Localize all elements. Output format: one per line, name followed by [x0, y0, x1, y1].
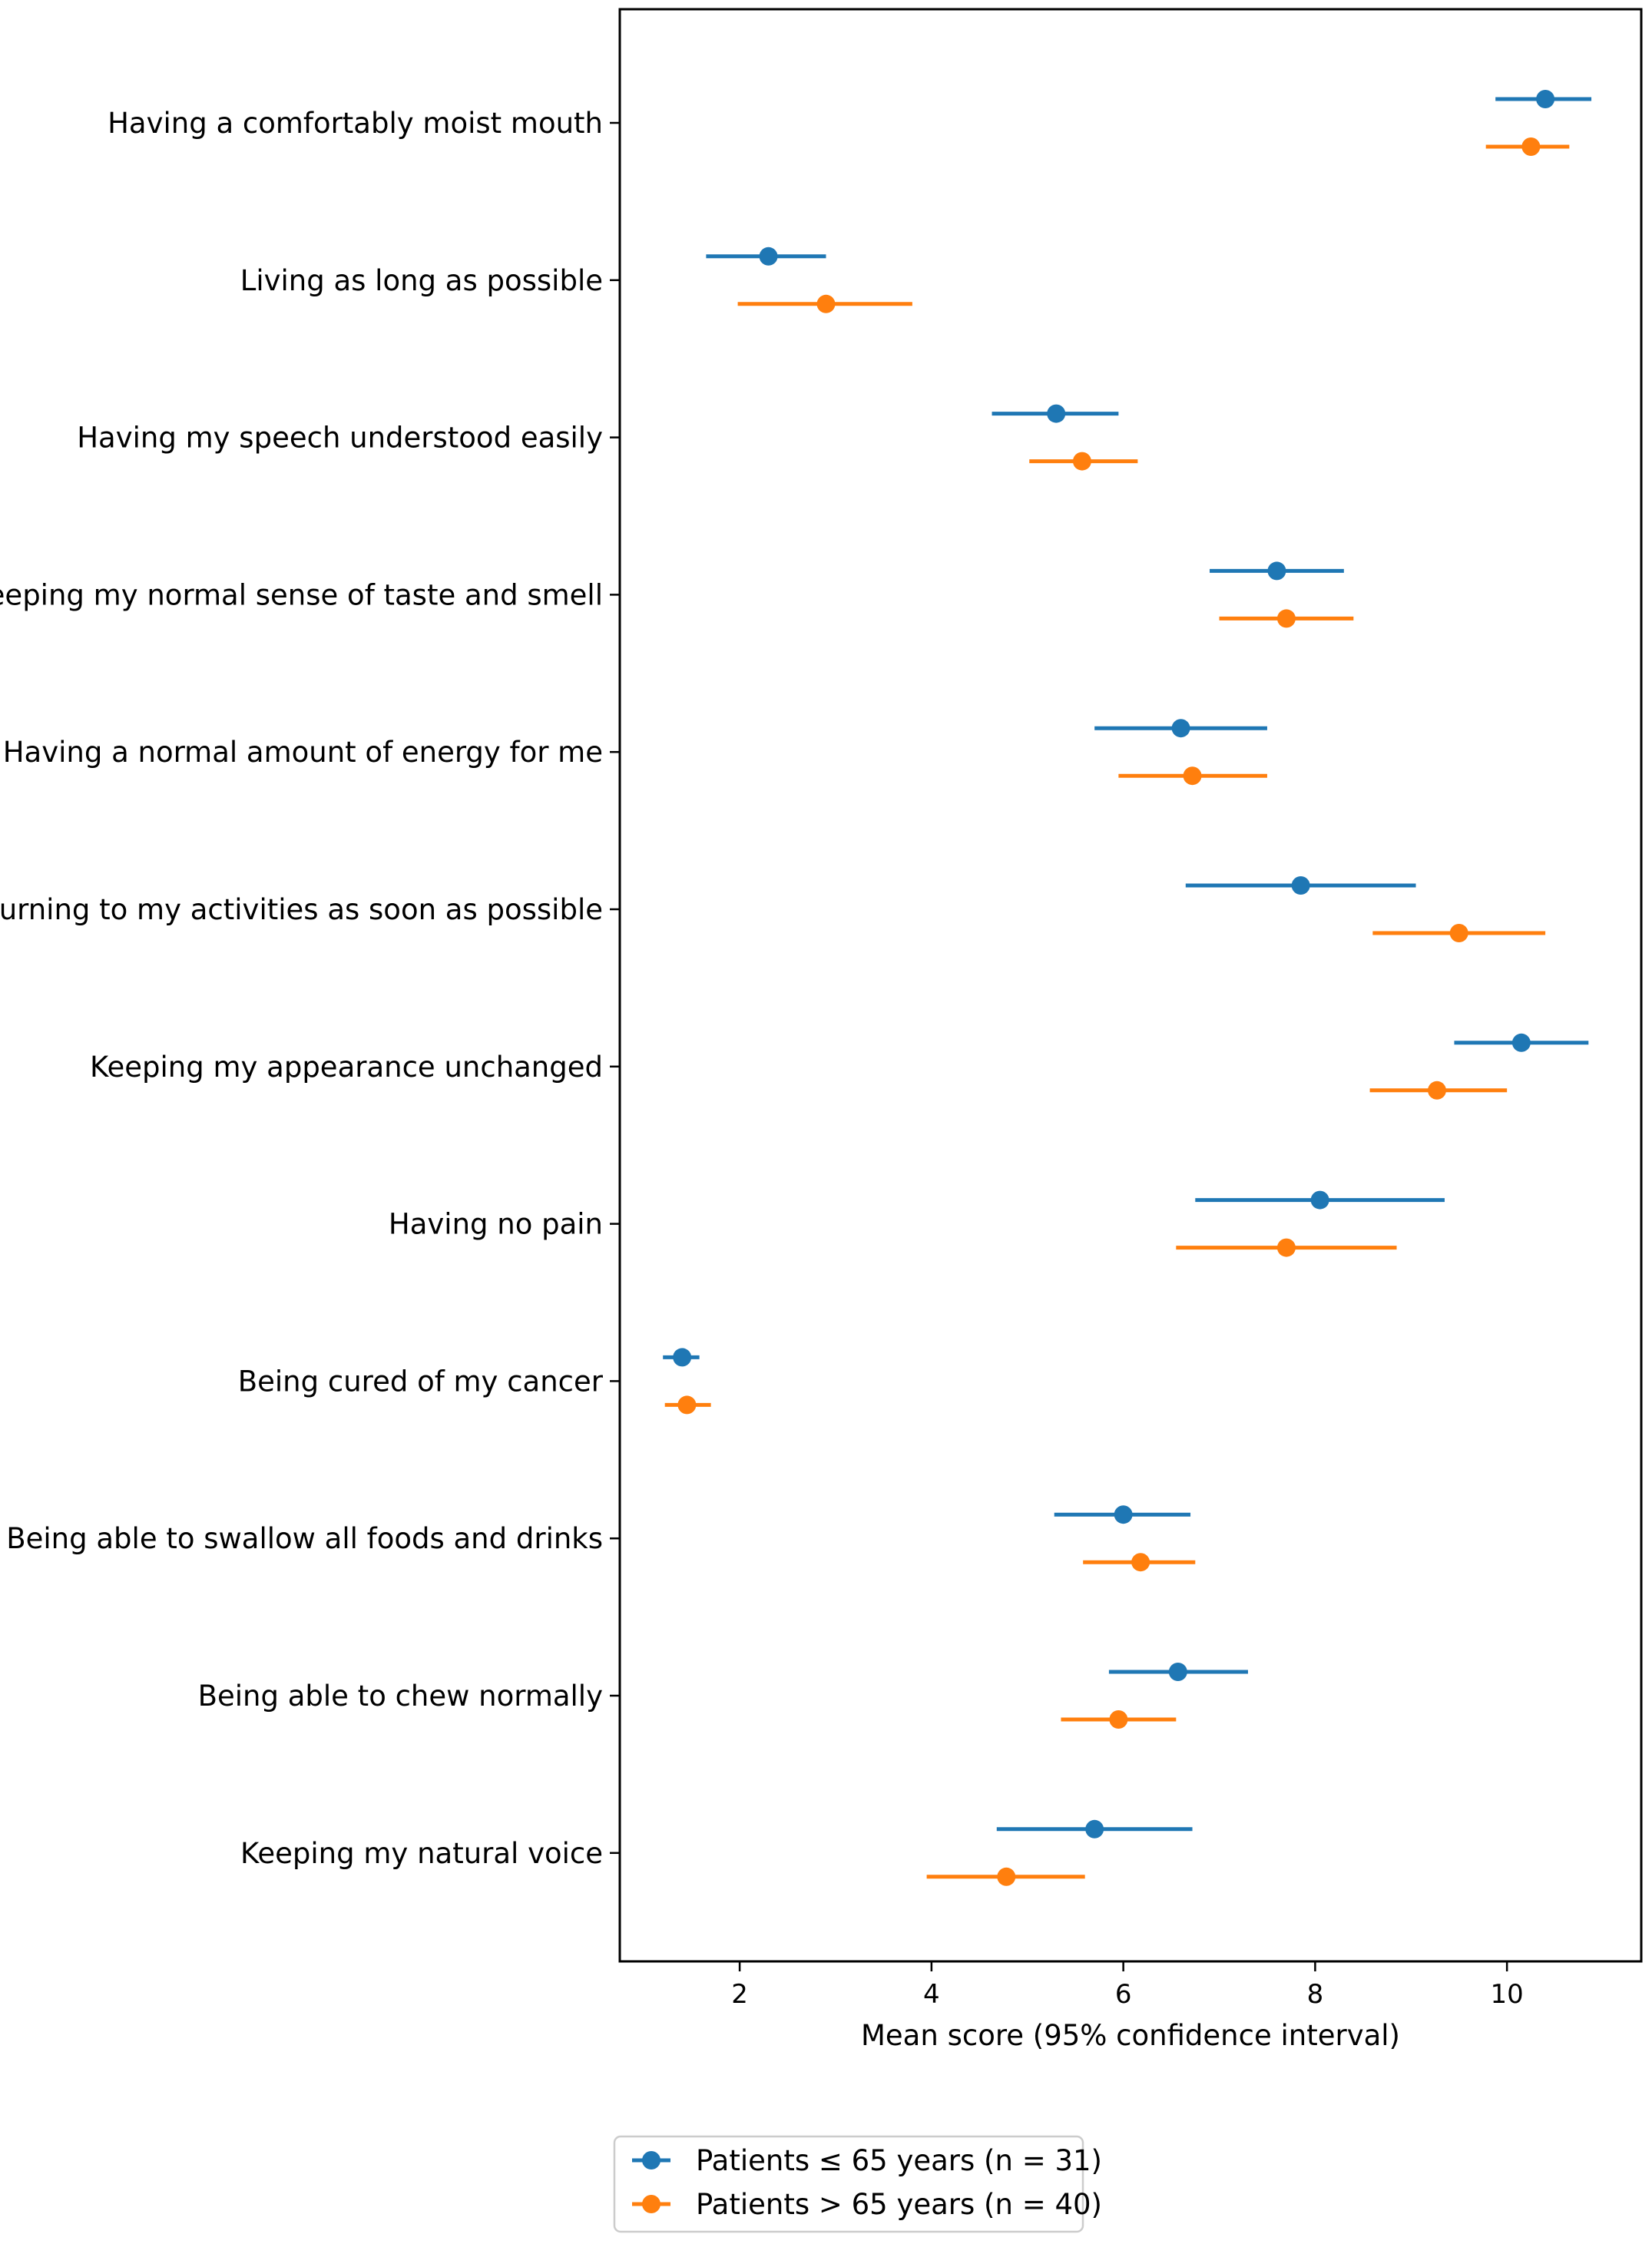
mean-point-series-2 [1428, 1081, 1446, 1100]
mean-point-series-2 [816, 294, 836, 313]
mean-point-series-2 [1183, 766, 1202, 786]
mean-point-series-1 [1511, 1033, 1531, 1052]
mean-point-series-1 [1310, 1190, 1329, 1210]
category-label: Having my speech understood easily [77, 422, 603, 455]
mean-point-series-2 [1521, 137, 1541, 156]
category-label: Keeping my appearance unchanged [90, 1051, 603, 1084]
plot-area [663, 90, 1592, 1886]
plot-frame [618, 8, 1643, 1963]
mean-point-series-2 [1449, 924, 1468, 942]
mean-point-series-1 [1168, 1663, 1187, 1681]
x-tick-label: 6 [1115, 1979, 1132, 2010]
category-label: Being able to chew normally [198, 1680, 603, 1713]
legend: Patients ≤ 65 years (n = 31) Patients > … [613, 2135, 1102, 2233]
mean-point-series-1 [1085, 1819, 1104, 1839]
mean-point-series-2 [997, 1867, 1016, 1886]
mean-point-series-1 [1536, 90, 1555, 108]
mean-point-series-1 [673, 1348, 692, 1367]
category-label: Being cured of my cancer [238, 1365, 604, 1398]
mean-point-series-2 [1276, 609, 1296, 628]
category-label: Living as long as possible [240, 264, 603, 297]
category-labels: Having a comfortably moist mouth Living a… [0, 107, 620, 1870]
category-label: Having no pain [389, 1208, 603, 1241]
category-label: Being able to swallow all foods and drin… [6, 1522, 603, 1555]
legend-label-series-2: Patients > 65 years (n = 40) [696, 2188, 1102, 2221]
legend-marker-series-1 [642, 2151, 660, 2170]
category-label: Keeping my natural voice [240, 1837, 603, 1870]
mean-point-series-1 [1291, 876, 1310, 895]
category-label: Keeping my normal sense of taste and sme… [0, 578, 603, 611]
legend-label-series-1: Patients ≤ 65 years (n = 31) [696, 2144, 1102, 2177]
x-axis-label: Mean score (95% confidence interval) [861, 2019, 1400, 2052]
mean-point-series-2 [1072, 452, 1091, 471]
x-tick-label: 8 [1307, 1979, 1324, 2010]
mean-point-series-2 [1109, 1710, 1128, 1729]
x-tick-label: 4 [923, 1979, 940, 2010]
legend-frame [613, 2135, 1084, 2233]
mean-point-series-2 [1131, 1553, 1150, 1572]
mean-point-series-1 [1267, 561, 1286, 581]
category-label: Having a comfortably moist mouth [108, 107, 603, 140]
legend-marker-series-2 [642, 2195, 660, 2213]
mean-point-series-1 [1171, 719, 1190, 738]
mean-point-series-1 [759, 247, 778, 266]
mean-point-series-1 [1047, 404, 1066, 423]
mean-point-series-2 [1276, 1238, 1296, 1257]
mean-point-series-2 [677, 1395, 697, 1415]
category-label: Having a normal amount of energy for me [3, 736, 603, 769]
x-tick-label: 2 [731, 1979, 748, 2010]
x-axis: 2 4 6 8 10 [731, 1961, 1524, 2010]
mean-point-series-1 [1114, 1505, 1133, 1524]
category-label: Returning to my activities as soon as po… [0, 893, 603, 926]
x-tick-label: 10 [1491, 1979, 1524, 2010]
